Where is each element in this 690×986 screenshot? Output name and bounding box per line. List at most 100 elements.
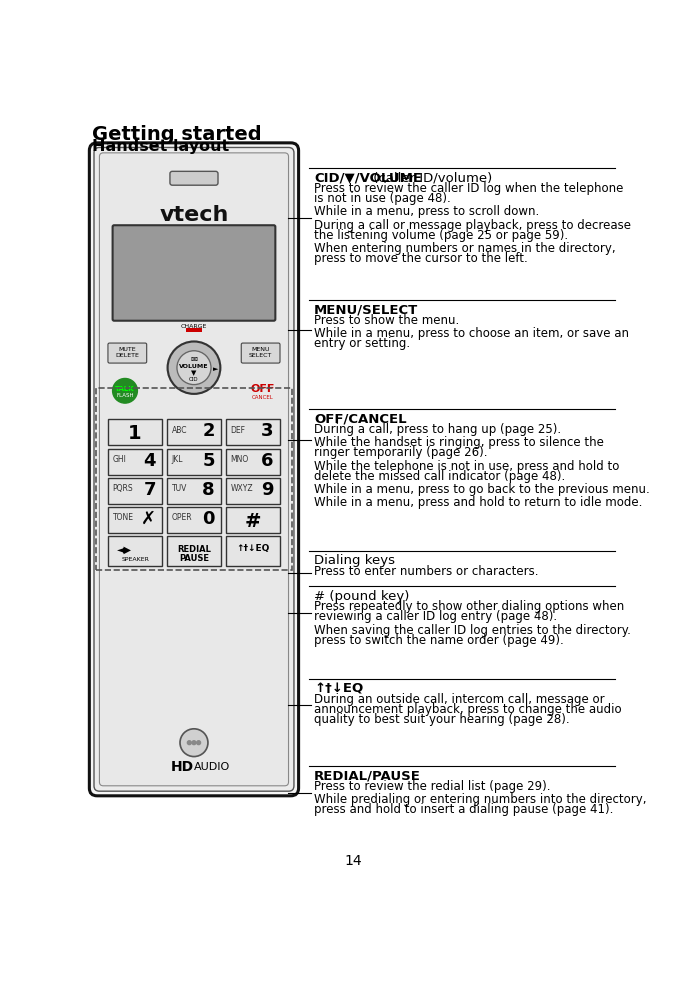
FancyBboxPatch shape (108, 536, 162, 566)
Text: CHARGE: CHARGE (181, 323, 207, 328)
Text: quality to best suit your hearing (page 28).: quality to best suit your hearing (page … (314, 712, 570, 725)
Text: Press repeatedly to show other dialing options when: Press repeatedly to show other dialing o… (314, 599, 624, 613)
Text: JKL: JKL (172, 455, 183, 463)
Text: MENU/SELECT: MENU/SELECT (314, 303, 418, 316)
Text: When saving the caller ID log entries to the directory.: When saving the caller ID log entries to… (314, 623, 631, 636)
Text: 7: 7 (144, 480, 156, 498)
FancyBboxPatch shape (226, 478, 280, 505)
FancyBboxPatch shape (167, 478, 221, 505)
Circle shape (168, 342, 220, 394)
Text: 6: 6 (262, 452, 274, 469)
Text: During an outside call, intercom call, message or: During an outside call, intercom call, m… (314, 692, 604, 705)
Text: announcement playback, press to change the audio: announcement playback, press to change t… (314, 702, 622, 715)
Text: ◄▶: ◄▶ (117, 544, 132, 554)
Text: CID: CID (189, 377, 199, 382)
Text: PQRS: PQRS (112, 484, 133, 493)
FancyBboxPatch shape (89, 144, 299, 796)
Text: ringer temporarily (page 26).: ringer temporarily (page 26). (314, 446, 488, 459)
Circle shape (188, 741, 191, 744)
FancyBboxPatch shape (226, 420, 280, 446)
Text: REDIAL/PAUSE: REDIAL/PAUSE (314, 768, 421, 781)
Text: 0: 0 (202, 510, 215, 528)
Text: press to switch the name order (page 49).: press to switch the name order (page 49)… (314, 633, 564, 646)
Text: While the telephone is not in use, press and hold to: While the telephone is not in use, press… (314, 459, 620, 472)
Text: ABC: ABC (172, 425, 187, 434)
Text: 3: 3 (262, 422, 274, 440)
Circle shape (180, 729, 208, 757)
Text: 5: 5 (202, 452, 215, 469)
Text: press to move the cursor to the left.: press to move the cursor to the left. (314, 251, 528, 264)
FancyBboxPatch shape (167, 508, 221, 533)
Text: 8: 8 (202, 480, 215, 498)
Text: vtech: vtech (159, 204, 228, 225)
Circle shape (192, 741, 196, 744)
FancyBboxPatch shape (108, 449, 162, 475)
Text: DELETE: DELETE (115, 353, 139, 358)
Text: While in a menu, press to go back to the previous menu.: While in a menu, press to go back to the… (314, 482, 650, 495)
FancyBboxPatch shape (167, 449, 221, 475)
FancyBboxPatch shape (108, 508, 162, 533)
Text: is not in use (page 48).: is not in use (page 48). (314, 192, 451, 205)
Text: (caller ID/volume): (caller ID/volume) (369, 172, 492, 184)
Text: FLASH: FLASH (116, 392, 134, 397)
Text: TALK: TALK (115, 386, 135, 391)
Text: REDIAL: REDIAL (177, 544, 211, 553)
Text: CID/▼/VOLUME: CID/▼/VOLUME (314, 172, 422, 184)
Text: OFF/CANCEL: OFF/CANCEL (314, 412, 406, 425)
Text: GHI: GHI (112, 455, 126, 463)
Text: Press to enter numbers or characters.: Press to enter numbers or characters. (314, 564, 539, 578)
Text: During a call or message playback, press to decrease: During a call or message playback, press… (314, 218, 631, 232)
Text: MNO: MNO (230, 455, 248, 463)
Text: Press to show the menu.: Press to show the menu. (314, 314, 460, 326)
Text: MUTE: MUTE (119, 347, 136, 352)
Text: TONE: TONE (112, 513, 134, 522)
Text: ↑†↓EQ: ↑†↓EQ (314, 681, 364, 694)
Text: Dialing keys: Dialing keys (314, 554, 395, 567)
Text: reviewing a caller ID log entry (page 48).: reviewing a caller ID log entry (page 48… (314, 610, 558, 623)
Circle shape (112, 379, 137, 403)
FancyBboxPatch shape (167, 536, 221, 566)
FancyBboxPatch shape (108, 420, 162, 446)
Text: ↑†↓EQ: ↑†↓EQ (236, 544, 270, 553)
Text: ✗: ✗ (141, 510, 156, 528)
Text: PAUSE: PAUSE (179, 554, 209, 563)
Text: OPER: OPER (172, 513, 192, 522)
Text: TUV: TUV (172, 484, 187, 493)
Text: HD: HD (171, 759, 194, 773)
FancyBboxPatch shape (241, 344, 280, 364)
Text: While in a menu, press to scroll down.: While in a menu, press to scroll down. (314, 205, 540, 218)
FancyBboxPatch shape (108, 478, 162, 505)
Text: SELECT: SELECT (249, 353, 273, 358)
Text: When entering numbers or names in the directory,: When entering numbers or names in the di… (314, 242, 615, 254)
Text: Press to review the caller ID log when the telephone: Press to review the caller ID log when t… (314, 182, 624, 195)
FancyBboxPatch shape (108, 344, 147, 364)
Text: OFF: OFF (250, 384, 275, 393)
Text: WXYZ: WXYZ (230, 484, 253, 493)
Text: While the handset is ringing, press to silence the: While the handset is ringing, press to s… (314, 436, 604, 449)
Text: press and hold to insert a dialing pause (page 41).: press and hold to insert a dialing pause… (314, 803, 613, 815)
Text: entry or setting.: entry or setting. (314, 337, 411, 350)
Text: 9: 9 (262, 480, 274, 498)
Text: #: # (245, 511, 261, 530)
FancyBboxPatch shape (226, 449, 280, 475)
Text: Handset layout: Handset layout (92, 139, 230, 154)
Text: Getting started: Getting started (92, 125, 262, 144)
FancyBboxPatch shape (167, 420, 221, 446)
Text: During a call, press to hang up (page 25).: During a call, press to hang up (page 25… (314, 423, 561, 436)
Text: 4: 4 (144, 452, 156, 469)
Text: 2: 2 (202, 422, 215, 440)
FancyBboxPatch shape (112, 226, 275, 321)
FancyBboxPatch shape (170, 173, 218, 186)
Text: ►: ► (213, 366, 218, 372)
Text: SPEAKER: SPEAKER (121, 556, 149, 561)
Text: DEF: DEF (230, 425, 246, 434)
Text: VOLUME: VOLUME (179, 364, 209, 369)
Text: Press to review the redial list (page 29).: Press to review the redial list (page 29… (314, 779, 551, 792)
Text: While predialing or entering numbers into the directory,: While predialing or entering numbers int… (314, 792, 647, 806)
FancyBboxPatch shape (99, 154, 288, 786)
Text: # (pound key): # (pound key) (314, 589, 409, 602)
Text: While in a menu, press to choose an item, or save an: While in a menu, press to choose an item… (314, 326, 629, 340)
FancyBboxPatch shape (94, 148, 294, 792)
Text: CANCEL: CANCEL (252, 394, 274, 399)
Circle shape (197, 741, 201, 744)
